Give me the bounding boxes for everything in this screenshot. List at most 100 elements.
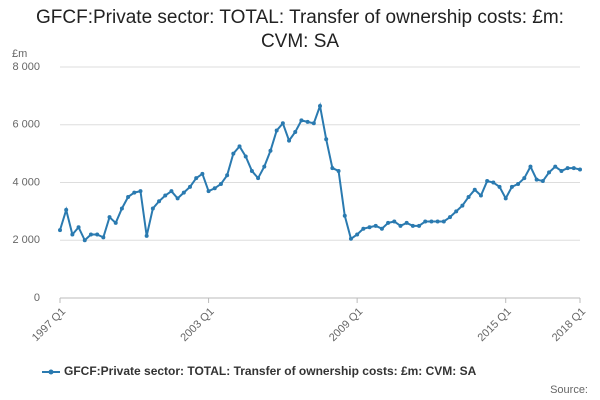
data-point (305, 119, 310, 124)
data-point (392, 219, 397, 224)
x-tick-label: 2018 Q1 (550, 306, 588, 344)
data-point (553, 164, 558, 169)
data-point (311, 121, 316, 126)
data-point (163, 193, 168, 198)
data-point (503, 196, 508, 201)
legend-label: GFCF:Private sector: TOTAL: Transfer of … (64, 364, 477, 378)
data-point (497, 184, 502, 189)
x-tick-label: 2003 Q1 (178, 306, 216, 344)
data-point (448, 215, 452, 220)
data-point (571, 166, 576, 171)
data-point (157, 199, 162, 204)
data-point (386, 220, 391, 225)
data-point (181, 190, 186, 195)
data-point (559, 168, 564, 173)
data-point (547, 170, 552, 175)
legend-marker (48, 369, 54, 375)
data-point (200, 171, 205, 176)
data-point (249, 168, 254, 173)
data-point (404, 220, 409, 225)
data-point (132, 190, 137, 195)
data-point (485, 179, 490, 184)
data-point (101, 235, 106, 240)
y-tick-label: 6 000 (12, 119, 40, 131)
data-point (348, 236, 353, 241)
source: Source: (550, 384, 588, 396)
data-point (534, 177, 539, 182)
data-point (330, 166, 335, 171)
data-point (212, 186, 217, 191)
data-point (441, 219, 446, 224)
data-point (398, 223, 403, 228)
data-point (169, 189, 174, 194)
data-point (299, 118, 304, 123)
data-point (509, 184, 514, 189)
data-point (373, 223, 378, 228)
data-point (64, 207, 69, 212)
data-point (287, 138, 292, 143)
data-point (274, 128, 279, 133)
data-point (367, 225, 372, 230)
data-point (578, 167, 582, 172)
data-point (107, 215, 112, 220)
data-point (355, 232, 360, 237)
data-point (243, 154, 248, 159)
data-point (417, 223, 422, 228)
data-point (379, 226, 384, 231)
data-point (262, 164, 267, 169)
data-point (516, 181, 521, 186)
data-point (70, 232, 75, 237)
data-point (150, 206, 155, 211)
data-point (491, 180, 496, 185)
y-unit: £m (12, 48, 27, 60)
data-point (237, 144, 242, 149)
data-point (113, 220, 118, 225)
data-point (324, 137, 329, 142)
data-point (460, 203, 465, 208)
data-point (565, 166, 570, 171)
data-point (522, 176, 527, 181)
data-point (318, 103, 322, 108)
data-point (194, 176, 199, 181)
data-point (138, 189, 143, 194)
x-tick-label: 1997 Q1 (30, 306, 68, 344)
chart-title: GFCF:Private sector: TOTAL: Transfer of … (36, 7, 564, 52)
data-point (88, 232, 93, 237)
data-point (256, 176, 261, 181)
data-point (218, 181, 223, 186)
data-point (540, 179, 545, 184)
data-point (76, 225, 81, 230)
data-point (435, 219, 440, 224)
data-point (423, 219, 428, 224)
data-point (126, 194, 131, 199)
data-point (268, 148, 273, 153)
data-point (466, 194, 471, 199)
data-point (280, 121, 285, 126)
series-line (59, 102, 581, 242)
data-point (528, 164, 533, 169)
data-point (361, 226, 366, 231)
x-tick-label: 2015 Q1 (476, 306, 514, 344)
data-point (454, 209, 459, 214)
data-point (336, 168, 341, 173)
x-tick-label: 2009 Q1 (327, 306, 365, 344)
data-point (342, 213, 347, 218)
data-point (225, 173, 230, 178)
data-point (231, 151, 236, 156)
data-point (429, 219, 434, 224)
data-point (175, 196, 180, 201)
data-point (82, 238, 87, 243)
data-point (293, 129, 298, 134)
y-tick-label: 2 000 (12, 234, 40, 246)
data-point (206, 189, 211, 194)
y-tick-label: 0 (34, 292, 40, 304)
data-point (410, 223, 415, 228)
y-tick-label: 4 000 (12, 176, 40, 188)
data-point (144, 233, 149, 238)
y-tick-label: 8 000 (12, 61, 40, 73)
data-point (478, 193, 483, 198)
data-point (95, 232, 100, 237)
data-point (188, 184, 192, 189)
